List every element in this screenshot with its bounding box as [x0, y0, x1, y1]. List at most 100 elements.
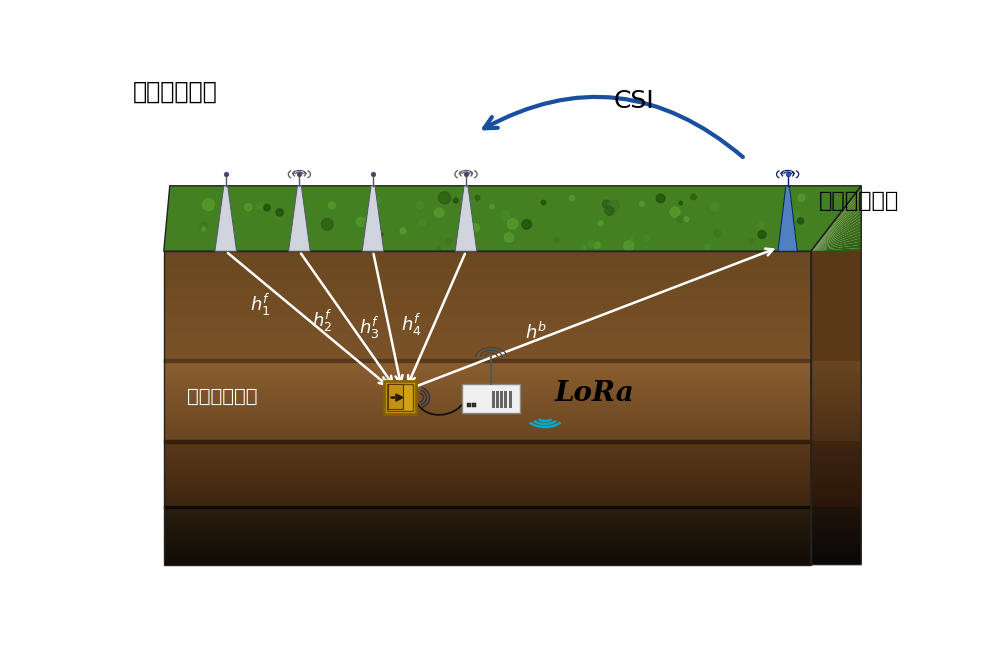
Circle shape: [624, 240, 634, 251]
Polygon shape: [164, 434, 811, 437]
Circle shape: [656, 194, 665, 203]
Polygon shape: [164, 289, 811, 295]
Circle shape: [749, 239, 754, 244]
Polygon shape: [811, 541, 861, 545]
Polygon shape: [811, 339, 861, 345]
Polygon shape: [164, 377, 811, 381]
Circle shape: [453, 198, 458, 203]
Polygon shape: [164, 186, 861, 252]
Polygon shape: [811, 527, 861, 530]
Circle shape: [437, 246, 441, 250]
Circle shape: [276, 209, 283, 216]
Circle shape: [630, 237, 635, 242]
Polygon shape: [811, 189, 861, 252]
Polygon shape: [164, 361, 811, 365]
Polygon shape: [811, 311, 861, 317]
Polygon shape: [811, 417, 861, 421]
Polygon shape: [811, 504, 861, 507]
Polygon shape: [164, 279, 811, 284]
Polygon shape: [164, 429, 811, 434]
Polygon shape: [164, 494, 811, 497]
FancyBboxPatch shape: [462, 384, 520, 413]
Circle shape: [373, 196, 380, 203]
Polygon shape: [164, 350, 811, 355]
Circle shape: [522, 220, 531, 229]
Circle shape: [605, 206, 614, 215]
Polygon shape: [164, 268, 811, 273]
Polygon shape: [164, 484, 811, 488]
Polygon shape: [811, 513, 861, 515]
Polygon shape: [164, 381, 811, 385]
Polygon shape: [811, 405, 861, 409]
Polygon shape: [164, 421, 811, 425]
Circle shape: [366, 240, 378, 252]
Polygon shape: [811, 350, 861, 355]
Circle shape: [245, 203, 252, 211]
Polygon shape: [811, 425, 861, 429]
Polygon shape: [811, 515, 861, 519]
Polygon shape: [811, 409, 861, 413]
Circle shape: [691, 194, 696, 200]
Text: 地上接收设备: 地上接收设备: [819, 191, 899, 211]
Polygon shape: [164, 550, 811, 553]
Polygon shape: [811, 521, 861, 524]
Circle shape: [202, 227, 206, 231]
Polygon shape: [164, 273, 811, 279]
Bar: [509, 391, 512, 408]
Polygon shape: [811, 434, 861, 437]
Polygon shape: [811, 268, 861, 273]
Circle shape: [200, 222, 207, 229]
Polygon shape: [811, 458, 861, 461]
Polygon shape: [164, 461, 811, 464]
Polygon shape: [164, 562, 811, 565]
Polygon shape: [164, 409, 811, 413]
Polygon shape: [811, 225, 861, 252]
Polygon shape: [811, 300, 861, 306]
Bar: [492, 391, 495, 408]
Polygon shape: [811, 559, 861, 562]
Polygon shape: [164, 339, 811, 345]
Polygon shape: [164, 311, 811, 317]
Polygon shape: [811, 401, 861, 405]
Circle shape: [328, 202, 335, 209]
Polygon shape: [164, 515, 811, 519]
Polygon shape: [164, 500, 811, 504]
Polygon shape: [778, 186, 797, 252]
Circle shape: [791, 211, 800, 220]
Circle shape: [594, 242, 600, 248]
Bar: [500, 391, 503, 408]
Circle shape: [598, 221, 603, 226]
Circle shape: [670, 207, 680, 217]
Polygon shape: [164, 510, 811, 513]
Polygon shape: [811, 257, 861, 262]
Polygon shape: [164, 372, 811, 377]
Polygon shape: [811, 464, 861, 467]
Polygon shape: [164, 328, 811, 333]
Polygon shape: [811, 536, 861, 539]
Polygon shape: [811, 202, 861, 252]
Polygon shape: [164, 524, 811, 527]
Polygon shape: [164, 530, 811, 533]
Polygon shape: [164, 519, 811, 521]
Circle shape: [438, 192, 451, 204]
Polygon shape: [811, 547, 861, 550]
Text: $h^b$: $h^b$: [525, 322, 547, 343]
Polygon shape: [811, 205, 861, 252]
Circle shape: [602, 200, 611, 208]
Polygon shape: [164, 467, 811, 471]
Circle shape: [684, 217, 689, 222]
Polygon shape: [811, 533, 861, 536]
Polygon shape: [811, 385, 861, 389]
Text: $h_1^f$: $h_1^f$: [250, 292, 271, 318]
Polygon shape: [811, 328, 861, 333]
Polygon shape: [164, 547, 811, 550]
Polygon shape: [811, 333, 861, 339]
Circle shape: [679, 202, 682, 205]
Polygon shape: [164, 252, 811, 257]
Polygon shape: [811, 467, 861, 471]
Polygon shape: [811, 556, 861, 559]
Polygon shape: [811, 252, 861, 257]
Circle shape: [608, 200, 619, 212]
Polygon shape: [164, 300, 811, 306]
Polygon shape: [811, 199, 861, 252]
